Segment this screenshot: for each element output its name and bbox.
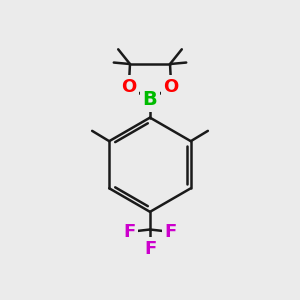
Text: B: B: [142, 90, 158, 109]
Text: F: F: [144, 240, 156, 258]
Text: O: O: [121, 78, 136, 96]
Text: F: F: [123, 223, 136, 241]
Text: O: O: [164, 78, 179, 96]
Text: F: F: [164, 223, 177, 241]
